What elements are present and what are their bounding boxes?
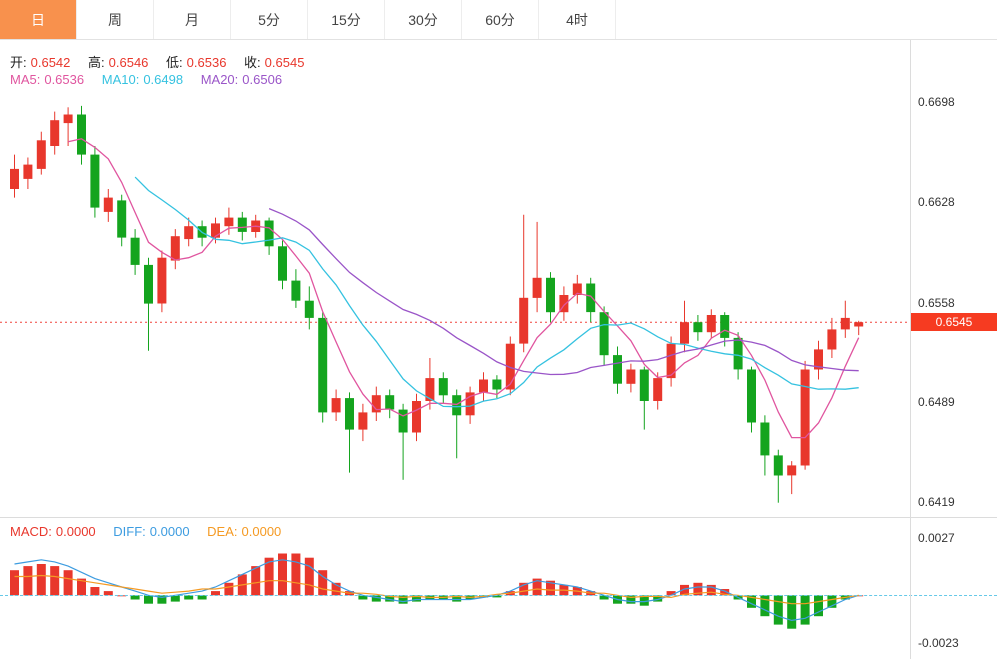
macd-axis-top: 0.0027: [918, 531, 955, 545]
ma20-label: MA20:: [200, 72, 239, 87]
price-axis-tick-3: 0.6558: [918, 296, 955, 310]
ohlc-legend: 开: 0.6542 高: 0.6546 低: 0.6536 收: 0.6545: [10, 52, 318, 71]
ma-legend: MA5: 0.6536 MA10: 0.6498 MA20: 0.6506: [10, 72, 296, 87]
ma10-label: MA10:: [101, 72, 140, 87]
low-label: 低:: [166, 55, 183, 70]
tab-day[interactable]: 日: [0, 0, 77, 39]
macd-value: 0.0000: [55, 524, 96, 539]
dea-value: 0.0000: [241, 524, 282, 539]
charts-area: 开: 0.6542 高: 0.6546 低: 0.6536 收: 0.6545 MA5:…: [0, 40, 997, 659]
main-chart-panel: 开: 0.6542 高: 0.6546 低: 0.6536 收: 0.6545 MA5:…: [0, 40, 997, 518]
axis-border-line: [910, 40, 911, 659]
tab-month[interactable]: 月: [154, 0, 231, 39]
macd-legend: MACD: 0.0000 DIFF: 0.0000 DEA: 0.0000: [10, 524, 295, 539]
ma20-value: 0.6506: [242, 72, 283, 87]
ma5-value: 0.6536: [44, 72, 85, 87]
tab-4hour[interactable]: 4时: [539, 0, 616, 39]
price-axis-tick-1: 0.6698: [918, 95, 955, 109]
high-value: 0.6546: [108, 55, 149, 70]
macd-axis-bottom: -0.0023: [918, 636, 959, 650]
open-value: 0.6542: [30, 55, 71, 70]
open-label: 开:: [10, 55, 27, 70]
timeframe-tabs: 日 周 月 5分 15分 30分 60分 4时: [0, 0, 997, 40]
close-label: 收:: [244, 55, 261, 70]
ma5-label: MA5:: [10, 72, 41, 87]
diff-value: 0.0000: [149, 524, 190, 539]
macd-label: MACD:: [10, 524, 52, 539]
macd-panel: MACD: 0.0000 DIFF: 0.0000 DEA: 0.0000 0.002…: [0, 518, 997, 659]
price-axis-tick-5: 0.6419: [918, 495, 955, 509]
tab-15min[interactable]: 15分: [308, 0, 385, 39]
diff-label: DIFF:: [113, 524, 146, 539]
macd-zero-line: [0, 595, 997, 596]
ma10-value: 0.6498: [143, 72, 184, 87]
tab-30min[interactable]: 30分: [385, 0, 462, 39]
macd-chart[interactable]: [0, 518, 910, 658]
tab-week[interactable]: 周: [77, 0, 154, 39]
candlestick-chart[interactable]: [0, 40, 910, 517]
price-axis-tick-2: 0.6628: [918, 195, 955, 209]
close-value: 0.6545: [264, 55, 305, 70]
dea-label: DEA:: [207, 524, 238, 539]
tab-60min[interactable]: 60分: [462, 0, 539, 39]
tab-5min[interactable]: 5分: [231, 0, 308, 39]
high-label: 高:: [88, 55, 105, 70]
current-price-tag: 0.6545: [911, 313, 997, 331]
low-value: 0.6536: [186, 55, 227, 70]
price-axis-tick-4: 0.6489: [918, 395, 955, 409]
